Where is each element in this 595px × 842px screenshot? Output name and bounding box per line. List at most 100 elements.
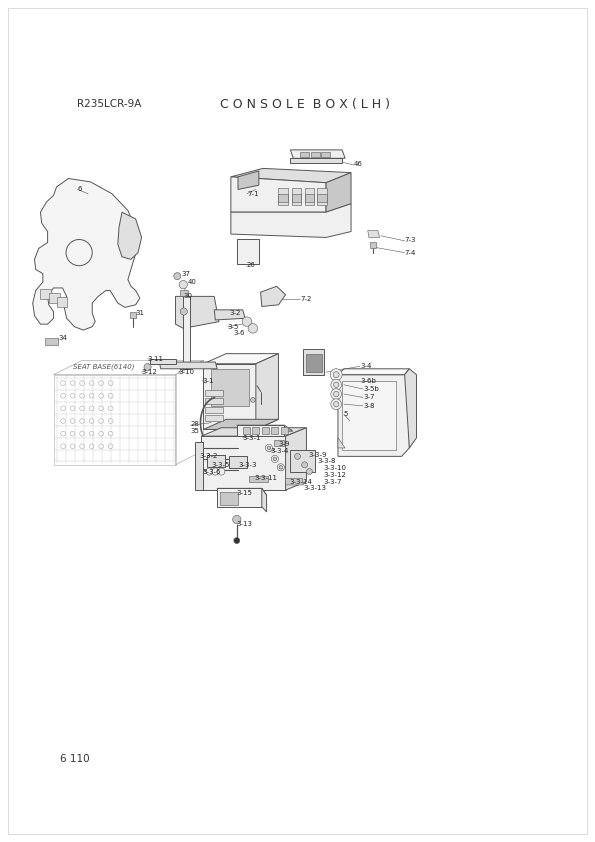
Circle shape — [233, 515, 241, 524]
Text: 6 110: 6 110 — [60, 754, 89, 765]
Text: 3-3-2: 3-3-2 — [199, 453, 218, 460]
Circle shape — [179, 280, 187, 289]
Text: 7-1: 7-1 — [247, 190, 258, 197]
Text: 3-3-11: 3-3-11 — [255, 475, 278, 482]
Circle shape — [333, 392, 339, 397]
Text: 40: 40 — [187, 279, 196, 285]
Circle shape — [331, 399, 342, 409]
Polygon shape — [405, 369, 416, 448]
Circle shape — [212, 468, 219, 475]
Polygon shape — [217, 488, 262, 507]
Text: 3-9: 3-9 — [278, 440, 290, 447]
Bar — [305, 194, 314, 202]
Circle shape — [277, 464, 284, 471]
Bar — [300, 152, 309, 157]
Circle shape — [242, 317, 252, 327]
Text: 3-3-7: 3-3-7 — [323, 478, 342, 485]
Bar — [262, 427, 269, 434]
Bar — [311, 152, 320, 157]
Circle shape — [273, 457, 277, 461]
Circle shape — [302, 461, 308, 468]
Text: 5: 5 — [344, 411, 348, 418]
Text: 7-2: 7-2 — [300, 296, 312, 302]
Polygon shape — [195, 442, 203, 490]
Text: 3-7: 3-7 — [363, 394, 374, 401]
Bar — [321, 152, 330, 157]
Polygon shape — [262, 488, 267, 512]
Polygon shape — [203, 419, 278, 429]
Bar — [243, 427, 250, 434]
Polygon shape — [286, 478, 303, 485]
Polygon shape — [45, 338, 58, 345]
Circle shape — [267, 446, 271, 450]
Text: 34: 34 — [58, 335, 67, 342]
Bar — [205, 398, 223, 404]
Text: 30: 30 — [183, 293, 192, 300]
Text: 3-5b: 3-5b — [363, 386, 378, 392]
Bar — [278, 194, 288, 202]
Circle shape — [333, 402, 339, 407]
Polygon shape — [130, 312, 136, 318]
Polygon shape — [237, 425, 284, 436]
Circle shape — [265, 445, 273, 451]
Polygon shape — [274, 440, 284, 446]
Bar — [303, 349, 324, 375]
Polygon shape — [207, 455, 225, 467]
Text: 3-4: 3-4 — [360, 363, 371, 370]
Bar — [205, 407, 223, 413]
Bar — [281, 427, 288, 434]
Text: 31: 31 — [136, 310, 145, 317]
Bar — [292, 194, 301, 202]
Bar — [252, 427, 259, 434]
Text: R235LCR-9A: R235LCR-9A — [77, 99, 142, 109]
Text: 3-10: 3-10 — [178, 369, 195, 376]
Text: 3-13: 3-13 — [237, 520, 253, 527]
Bar — [278, 188, 288, 205]
Text: 6: 6 — [77, 186, 82, 193]
Text: 7-4: 7-4 — [405, 249, 416, 256]
Text: 3-3-13: 3-3-13 — [303, 485, 327, 492]
Bar — [306, 354, 322, 372]
Circle shape — [248, 323, 258, 333]
Text: 35: 35 — [190, 428, 199, 434]
Bar — [205, 415, 223, 421]
Polygon shape — [237, 425, 293, 431]
Text: 3-15: 3-15 — [237, 489, 253, 496]
Polygon shape — [338, 375, 409, 456]
Bar — [317, 188, 327, 205]
Text: 3-1: 3-1 — [202, 377, 214, 384]
Polygon shape — [338, 369, 409, 375]
Polygon shape — [57, 297, 67, 307]
Text: 46: 46 — [354, 161, 363, 168]
Polygon shape — [180, 290, 188, 296]
Polygon shape — [49, 293, 60, 303]
Text: 3-6: 3-6 — [234, 330, 245, 337]
Polygon shape — [368, 231, 380, 237]
Text: 37: 37 — [181, 270, 190, 277]
Bar — [317, 194, 327, 202]
Text: 26: 26 — [247, 262, 256, 269]
Circle shape — [174, 273, 181, 280]
Polygon shape — [231, 204, 351, 237]
Text: 3-3-10: 3-3-10 — [323, 465, 346, 472]
Polygon shape — [261, 286, 286, 306]
Bar — [271, 427, 278, 434]
Circle shape — [144, 364, 151, 370]
Polygon shape — [249, 476, 268, 482]
Polygon shape — [338, 438, 345, 448]
Bar — [220, 492, 238, 505]
Circle shape — [330, 369, 342, 381]
Text: 3-6b: 3-6b — [360, 377, 376, 384]
Polygon shape — [118, 212, 142, 259]
Polygon shape — [33, 179, 140, 330]
Text: SEAT BASE(6140): SEAT BASE(6140) — [73, 364, 135, 370]
Text: 7-3: 7-3 — [405, 237, 416, 243]
Polygon shape — [238, 171, 259, 189]
Circle shape — [331, 380, 342, 390]
Polygon shape — [159, 362, 217, 369]
Text: 3-3-5: 3-3-5 — [211, 461, 230, 468]
Text: 3-3-9: 3-3-9 — [308, 451, 327, 458]
Circle shape — [295, 453, 300, 460]
Circle shape — [271, 456, 278, 462]
Circle shape — [331, 389, 342, 399]
